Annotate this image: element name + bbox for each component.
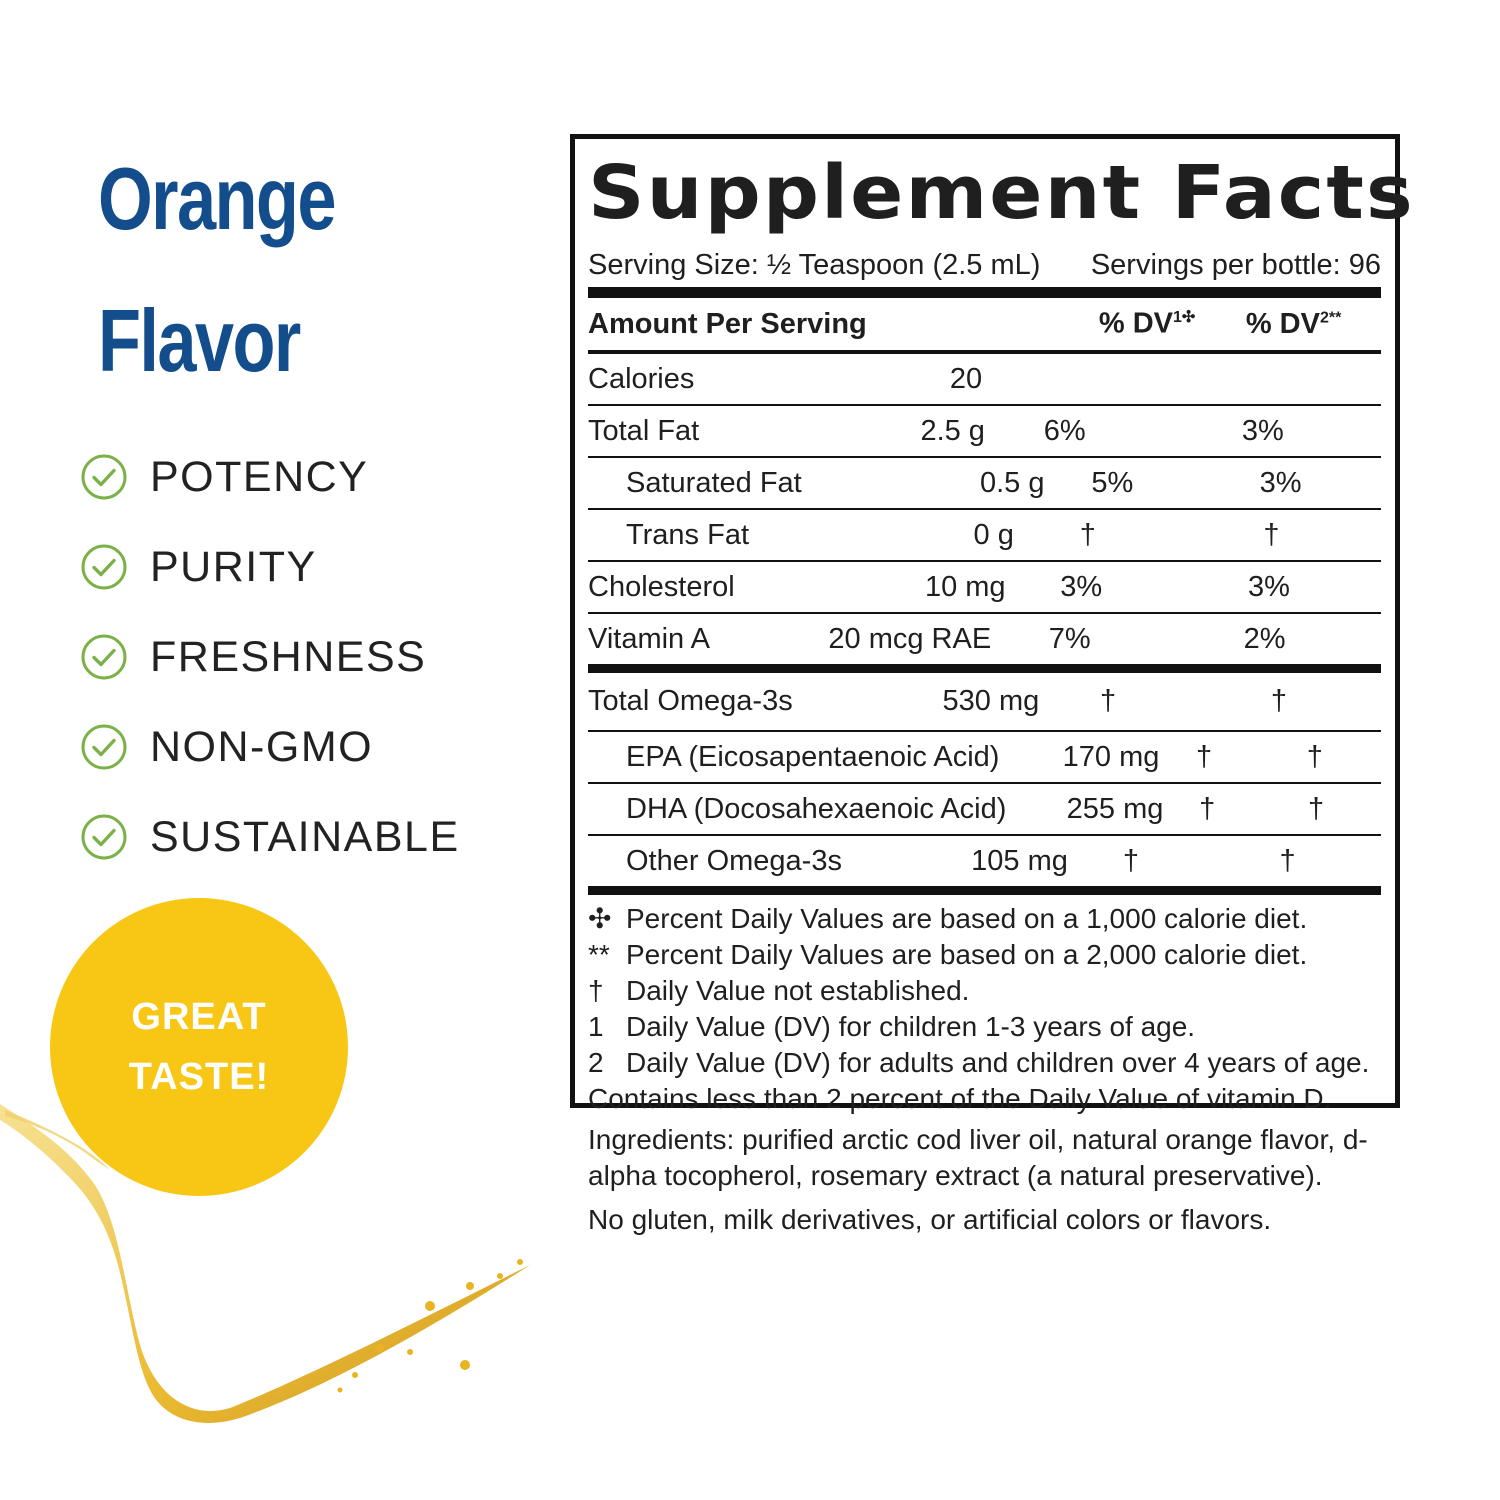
nutrient-dv2: 3%: [1241, 414, 1284, 447]
footnote: † Daily Value not established.: [588, 975, 970, 1006]
check-circle-icon: [81, 724, 127, 770]
nutrient-amount: 2.5 g: [920, 414, 985, 447]
nutrient-amount: 0 g: [973, 518, 1014, 551]
flavor-title: Orange Flavor: [98, 128, 336, 412]
nutrient-amount: 20 mcg RAE: [828, 622, 992, 655]
amount-per-serving-label: Amount Per Serving: [588, 307, 867, 340]
nutrient-amount: 105 mg: [971, 844, 1068, 877]
feature-label: FRESHNESS: [150, 632, 427, 681]
nutrient-dv1: 6%: [1043, 414, 1086, 447]
nutrient-dv2: 2%: [1243, 622, 1286, 655]
nutrient-row: Calories 20: [588, 354, 1381, 406]
servings-per-container: Servings per bottle: 96: [1090, 249, 1381, 281]
nutrient-name: Total Omega-3s: [588, 685, 793, 717]
nutrient-amount: 255 mg: [1066, 792, 1164, 825]
vitamin-d-note: Contains less than 2 percent of the Dail…: [588, 1083, 1332, 1114]
allergen-note: No gluten, milk derivatives, or artifici…: [588, 1204, 1272, 1235]
feature-item: PURITY: [80, 522, 460, 612]
serving-size: Serving Size: ½ Teaspoon (2.5 mL): [588, 249, 1041, 281]
feature-label: PURITY: [150, 542, 317, 591]
nutrient-name: Calories: [588, 362, 695, 395]
nutrient-amount: 530 mg: [942, 685, 1040, 717]
nutrient-dv1: 5%: [1091, 466, 1134, 499]
facts-header-row: Amount Per Serving % DV1✣ % DV2**: [588, 298, 1381, 354]
flavor-title-line2: Flavor: [98, 291, 301, 390]
footnote: 2 Daily Value (DV) for adults and childre…: [588, 1047, 1370, 1078]
nutrient-dv2: †: [1306, 740, 1323, 773]
nutrient-amount: 0.5 g: [979, 466, 1045, 499]
nutrient-name: DHA (Docosahexaenoic Acid): [626, 792, 1007, 825]
badge-line2: TASTE!: [128, 1056, 270, 1098]
dv1-header: % DV1✣: [1098, 307, 1196, 340]
nutrient-dv1: †: [1199, 792, 1216, 825]
nutrient-dv1: †: [1195, 740, 1213, 773]
check-circle-icon: [81, 544, 127, 590]
ingredients-block: Ingredients: purified arctic cod liver o…: [588, 1122, 1398, 1238]
flavor-title-line1: Orange: [98, 149, 336, 248]
nutrient-row: Saturated Fat 0.5 g 5% 3%: [588, 458, 1381, 510]
feature-item: SUSTAINABLE: [80, 792, 460, 882]
facts-title: Supplement Facts: [588, 150, 1415, 236]
feature-label: SUSTAINABLE: [150, 812, 460, 861]
footnote: ✣ Percent Daily Values are based on a 1,0…: [588, 903, 1308, 934]
feature-item: NON-GMO: [80, 702, 460, 792]
nutrient-dv2: 3%: [1247, 570, 1290, 603]
nutrient-amount: 10 mg: [924, 570, 1006, 603]
nutrient-name: Cholesterol: [588, 570, 735, 603]
nutrient-name: EPA (Eicosapentaenoic Acid): [626, 740, 1000, 773]
feature-list: POTENCY PURITY FRESHNESS NON-GMO SUSTAIN…: [80, 432, 460, 882]
nutrient-row: Vitamin A 20 mcg RAE 7% 2%: [588, 614, 1381, 673]
badge-line1: GREAT: [131, 996, 267, 1038]
nutrient-row: Other Omega-3s 105 mg † †: [588, 836, 1381, 895]
nutrient-name: Vitamin A: [588, 622, 710, 655]
nutrient-name: Total Fat: [588, 414, 700, 447]
nutrient-dv1: 7%: [1048, 622, 1091, 655]
feature-label: POTENCY: [150, 452, 369, 501]
nutrient-amount: 170 mg: [1062, 740, 1160, 773]
nutrient-name: Saturated Fat: [626, 466, 802, 499]
nutrient-dv1: †: [1122, 844, 1140, 877]
oil-splash-image: [0, 1104, 530, 1423]
nutrient-row: Total Omega-3s 530 mg † †: [588, 673, 1381, 732]
check-circle-icon: [81, 814, 127, 860]
footnote: 1 Daily Value (DV) for children 1-3 years…: [588, 1011, 1196, 1042]
feature-item: FRESHNESS: [80, 612, 460, 702]
nutrient-dv2: †: [1307, 792, 1325, 825]
great-taste-badge: GREAT TASTE!: [50, 898, 348, 1196]
serving-info: Serving Size: ½ Teaspoon (2.5 mL) Servin…: [588, 243, 1381, 298]
nutrient-dv2: †: [1263, 518, 1280, 551]
nutrient-row: DHA (Docosahexaenoic Acid) 255 mg † †: [588, 784, 1381, 836]
facts-footnotes: ✣ Percent Daily Values are based on a 1,0…: [588, 895, 1381, 1117]
feature-item: POTENCY: [80, 432, 460, 522]
nutrient-row: Trans Fat 0 g † †: [588, 510, 1381, 562]
nutrient-row: Cholesterol 10 mg 3% 3%: [588, 562, 1381, 614]
check-circle-icon: [81, 634, 127, 680]
footnote: ** Percent Daily Values are based on a 2,…: [588, 939, 1308, 970]
nutrient-dv2: 3%: [1259, 466, 1302, 499]
nutrient-amount: 20: [949, 362, 983, 395]
nutrient-dv2: †: [1279, 844, 1296, 877]
nutrient-dv2: †: [1270, 685, 1288, 717]
supplement-facts-panel: Supplement Facts Serving Size: ½ Teaspoo…: [570, 134, 1413, 1114]
check-circle-icon: [81, 454, 127, 500]
nutrient-name: Other Omega-3s: [626, 844, 842, 877]
dv2-header: % DV2**: [1245, 307, 1342, 340]
ingredients-text: Ingredients: purified arctic cod liver o…: [588, 1124, 1368, 1191]
nutrient-dv1: 3%: [1060, 570, 1103, 603]
nutrient-row: Total Fat 2.5 g 6% 3%: [588, 406, 1381, 458]
nutrient-dv1: †: [1100, 685, 1117, 717]
nutrient-name: Trans Fat: [626, 518, 750, 551]
nutrient-dv1: †: [1079, 518, 1096, 551]
feature-label: NON-GMO: [150, 722, 374, 771]
nutrient-row: EPA (Eicosapentaenoic Acid) 170 mg † †: [588, 732, 1381, 784]
